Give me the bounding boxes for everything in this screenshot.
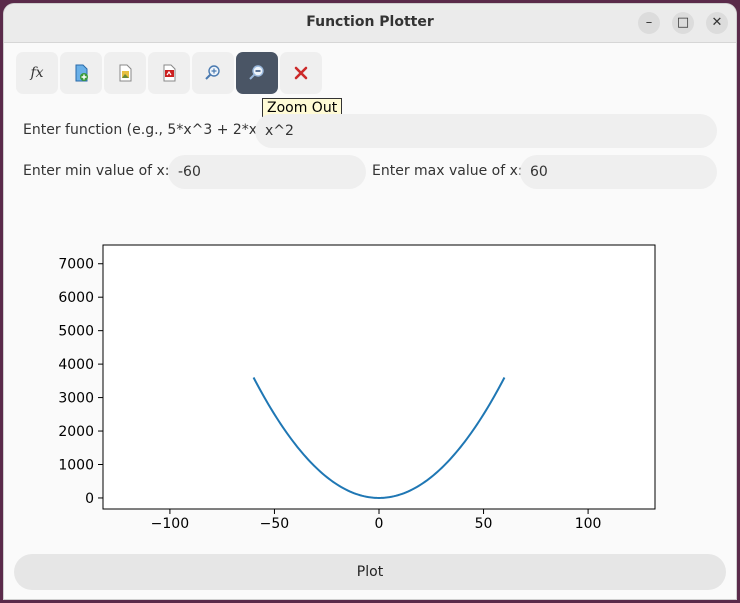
y-tick-label: 4000 [58,357,94,373]
minimize-button[interactable]: – [638,12,660,34]
plot-area: −100 −50 0 50 100 0 1000 2000 3000 4000 5000 6000 7… [58,244,656,532]
y-tick-label: 1000 [58,457,94,473]
minimize-icon: – [645,15,653,30]
zoom-in-icon [205,65,220,80]
zoom-in-button[interactable] [192,52,234,94]
max-x-label: Enter max value of x: [372,163,523,179]
function-button[interactable]: fx [16,52,58,94]
series-line [252,377,506,499]
maximize-button[interactable]: □ [672,12,694,34]
image-button[interactable] [104,52,146,94]
new-file-button[interactable] [60,52,102,94]
y-tick-label: 6000 [58,290,94,306]
zoom-out-icon [249,65,264,80]
min-x-input[interactable]: -60 [168,155,366,189]
zoom-out-tooltip: Zoom Out [262,98,343,118]
y-tick-label: 2000 [58,424,94,440]
x-tick-label: −50 [260,516,290,532]
x-tick-label: 50 [475,516,493,532]
x-tick-label: −100 [151,516,189,532]
close-icon: ✕ [711,15,723,30]
new-file-icon [75,64,88,82]
window-title: Function Plotter [306,14,434,30]
plot-frame [102,244,656,510]
function-label: Enter function (e.g., 5*x^3 + 2*x): [23,122,268,138]
image-file-icon [119,64,132,82]
close-window-button[interactable]: ✕ [706,12,728,34]
x-tick-label: 0 [375,516,384,532]
close-icon [294,66,308,80]
y-tick-label: 5000 [58,324,94,340]
min-x-label: Enter min value of x: [23,163,170,179]
x-tick-label: 100 [575,516,602,532]
zoom-out-button[interactable] [236,52,278,94]
plot-button[interactable]: Plot [14,554,726,590]
pdf-button[interactable] [148,52,190,94]
fx-icon: fx [30,65,44,81]
y-tick-label: 3000 [58,391,94,407]
function-input[interactable]: x^2 [255,114,717,148]
max-x-input[interactable]: 60 [520,155,717,189]
title-bar: Function Plotter – □ ✕ [4,4,736,43]
y-tick-label: 7000 [58,257,94,273]
pdf-icon [163,64,176,82]
y-tick-label: 0 [85,491,94,507]
maximize-icon: □ [676,15,690,30]
app-window: Function Plotter – □ ✕ fx [4,4,736,599]
clear-button[interactable] [280,52,322,94]
